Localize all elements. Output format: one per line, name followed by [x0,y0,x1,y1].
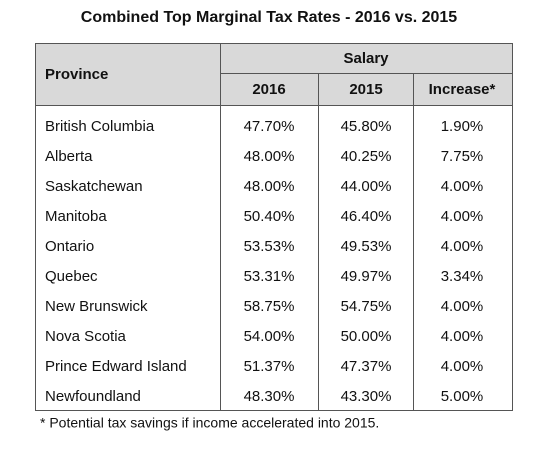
rate-cell: 5.00% [441,388,484,405]
rate-cell: 3.34% [441,268,484,285]
rate-cell: 7.75% [441,148,484,165]
rate-cell: 58.75% [244,298,295,315]
rate-cell: 4.00% [441,208,484,225]
header-group: Salary [343,50,389,67]
rate-cell: 4.00% [441,178,484,195]
rate-cell: 4.00% [441,328,484,345]
rate-cell: 54.00% [244,328,295,345]
rate-cell: 49.53% [341,238,392,255]
rate-cell: 4.00% [441,238,484,255]
rate-cell: 47.70% [244,118,295,135]
header-column: Increase* [429,81,496,98]
rate-cell: 51.37% [244,358,295,375]
rate-cell: 4.00% [441,358,484,375]
province-cell: Ontario [45,238,94,255]
rate-cell: 48.00% [244,148,295,165]
header-province: Province [45,66,108,83]
rate-cell: 47.37% [341,358,392,375]
rate-cell: 1.90% [441,118,484,135]
province-cell: British Columbia [45,118,155,135]
rate-cell: 54.75% [341,298,392,315]
header-column: 2016 [252,81,285,98]
province-cell: New Brunswick [45,298,148,315]
rate-cell: 48.00% [244,178,295,195]
rate-cell: 40.25% [341,148,392,165]
rate-cell: 43.30% [341,388,392,405]
rate-cell: 45.80% [341,118,392,135]
rate-cell: 53.31% [244,268,295,285]
province-cell: Newfoundland [45,388,141,405]
rate-cell: 46.40% [341,208,392,225]
footnote: * Potential tax savings if income accele… [40,415,379,431]
rate-cell: 49.97% [341,268,392,285]
rate-cell: 44.00% [341,178,392,195]
table-border [35,43,513,411]
province-cell: Alberta [45,148,93,165]
title: Combined Top Marginal Tax Rates - 2016 v… [81,9,458,26]
province-cell: Quebec [45,268,98,285]
province-cell: Prince Edward Island [45,358,187,375]
rate-cell: 53.53% [244,238,295,255]
province-cell: Manitoba [45,208,107,225]
header-background [35,43,513,106]
rate-cell: 4.00% [441,298,484,315]
header-column: 2015 [349,81,382,98]
province-cell: Nova Scotia [45,328,127,345]
rate-cell: 50.00% [341,328,392,345]
rate-cell: 50.40% [244,208,295,225]
rate-cell: 48.30% [244,388,295,405]
province-cell: Saskatchewan [45,178,143,195]
